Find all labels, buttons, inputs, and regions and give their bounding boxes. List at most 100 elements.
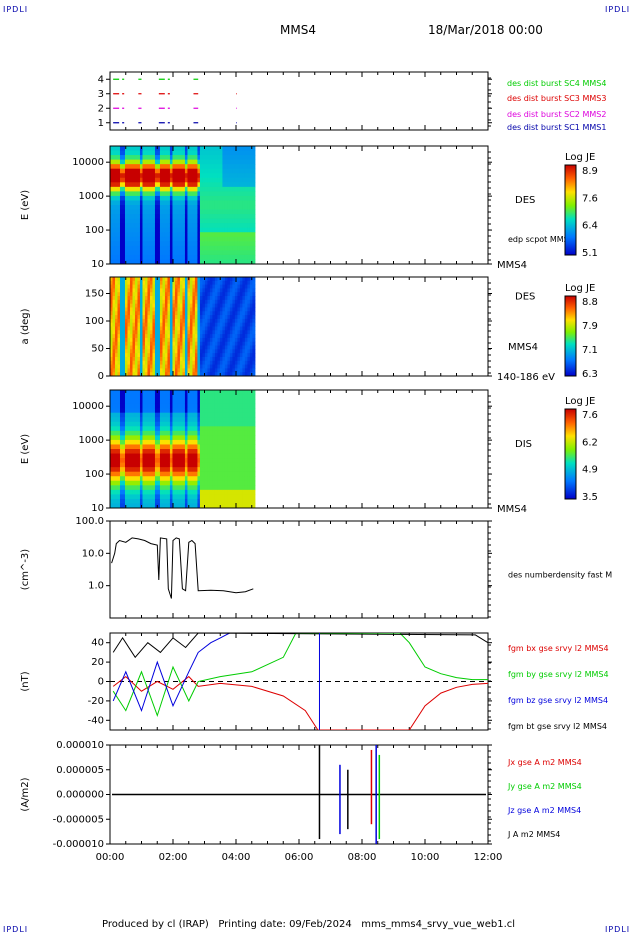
spectrogram-cell	[232, 186, 236, 192]
spectrogram-cell	[119, 280, 123, 286]
spectrogram-cell	[114, 360, 118, 366]
spectrogram-cell	[117, 186, 121, 192]
spectrogram-cell	[159, 164, 163, 170]
spectrogram-cell	[199, 412, 203, 418]
spectrogram-cell	[159, 186, 163, 192]
spectrogram-cell	[202, 408, 206, 414]
spectrogram-cell	[187, 182, 191, 188]
spectrogram-cell	[247, 146, 251, 152]
spectrogram-cell	[172, 173, 176, 179]
spectrogram-cell	[192, 164, 196, 170]
spectrogram-cell	[119, 471, 123, 477]
spectrogram-cell	[209, 191, 213, 197]
spectrogram-cell	[172, 471, 176, 477]
spectrogram-cell	[167, 159, 171, 165]
spectrogram-cell	[237, 150, 241, 156]
spectrogram-cell	[237, 421, 241, 427]
spectrogram-cell	[162, 205, 166, 211]
spectrogram-cell	[127, 191, 131, 197]
spectrogram-cell	[229, 186, 233, 192]
spectrogram-cell	[252, 399, 256, 405]
spectrogram-cell	[164, 155, 168, 161]
spectrogram-cell	[199, 341, 203, 347]
spectrogram-cell	[237, 259, 241, 265]
spectrogram-cell	[192, 214, 196, 220]
spectrogram-cell	[244, 403, 248, 409]
spectrogram-cell	[192, 480, 196, 486]
spectrogram-cell	[217, 390, 221, 396]
spectrogram-cell	[174, 315, 178, 320]
spectrogram-cell	[219, 214, 223, 220]
spectrogram-cell	[152, 364, 156, 369]
spectrogram-cell	[204, 399, 208, 405]
spectrogram-cell	[182, 311, 186, 316]
spectrogram-cell	[184, 408, 188, 414]
spectrogram-cell	[157, 353, 161, 358]
spectrogram-cell	[199, 182, 203, 188]
spectrogram-cell	[162, 186, 166, 192]
spectrogram-cell	[252, 245, 256, 251]
spectrogram-cell	[129, 353, 133, 358]
spectrogram-cell	[119, 186, 123, 192]
spectrogram-cell	[124, 462, 128, 468]
spectrogram-cell	[229, 360, 233, 366]
spectrogram-cell	[217, 146, 221, 152]
spectrogram-cell	[202, 503, 206, 509]
spectrogram-cell	[187, 412, 191, 418]
spectrogram-cell	[232, 399, 236, 405]
spectrogram-cell	[207, 349, 211, 354]
spectrogram-cell	[137, 159, 141, 165]
spectrogram-cell	[162, 435, 166, 441]
spectrogram-cell	[110, 205, 113, 211]
spectrogram-cell	[172, 299, 176, 305]
spectrogram-cell	[192, 209, 196, 215]
spectrogram-cell	[124, 195, 128, 201]
spectrogram-cell	[144, 345, 148, 350]
spectrogram-cell	[182, 356, 186, 362]
spectrogram-cell	[209, 476, 213, 482]
spectrogram-cell	[237, 408, 241, 414]
spectrogram-cell	[159, 200, 163, 206]
spectrogram-cell	[134, 186, 138, 192]
spectrogram-cell	[142, 315, 146, 320]
spectrogram-cell	[252, 485, 256, 491]
spectrogram-cell	[174, 236, 178, 242]
burst-legend-3: des dist burst SC3 MMS3	[507, 94, 606, 103]
spectrogram-cell	[234, 318, 238, 324]
spectrogram-cell	[182, 236, 186, 242]
spectrogram-cell	[237, 417, 241, 423]
spectrogram-cell	[214, 218, 218, 224]
spectrogram-cell	[152, 311, 156, 316]
spectrogram-cell	[229, 498, 233, 504]
spectrogram-cell	[212, 254, 216, 260]
spectrogram-cell	[134, 453, 138, 459]
spectrogram-cell	[197, 426, 201, 432]
spectrogram-cell	[234, 467, 238, 473]
spectrogram-cell	[224, 232, 228, 238]
spectrogram-cell	[207, 182, 211, 188]
spectrogram-cell	[182, 288, 186, 293]
spectrogram-cell	[119, 394, 123, 400]
spectrogram-cell	[222, 236, 226, 242]
spectrogram-cell	[169, 232, 173, 238]
spectrogram-cell	[237, 390, 241, 396]
spectrogram-cell	[182, 467, 186, 473]
spectrogram-cell	[132, 467, 136, 473]
spectrogram-cell	[234, 280, 238, 286]
spectrogram-cell	[162, 277, 166, 282]
spectrogram-cell	[227, 412, 231, 418]
spectrogram-cell	[194, 417, 198, 423]
spectrogram-cell	[172, 364, 176, 369]
spectrogram-cell	[219, 236, 223, 242]
spectrogram-cell	[209, 390, 213, 396]
spectrogram-cell	[169, 209, 173, 215]
spectrogram-cell	[174, 150, 178, 156]
spectrogram-cell	[252, 403, 256, 409]
spectrogram-cell	[112, 241, 116, 247]
spectrogram-cell	[179, 337, 183, 343]
spectrogram-cell	[202, 277, 206, 282]
y-tick-label: 1000	[79, 191, 104, 202]
spectrogram-cell	[177, 205, 181, 211]
spectrogram-cell	[147, 195, 151, 201]
spectrogram-cell	[247, 164, 251, 170]
